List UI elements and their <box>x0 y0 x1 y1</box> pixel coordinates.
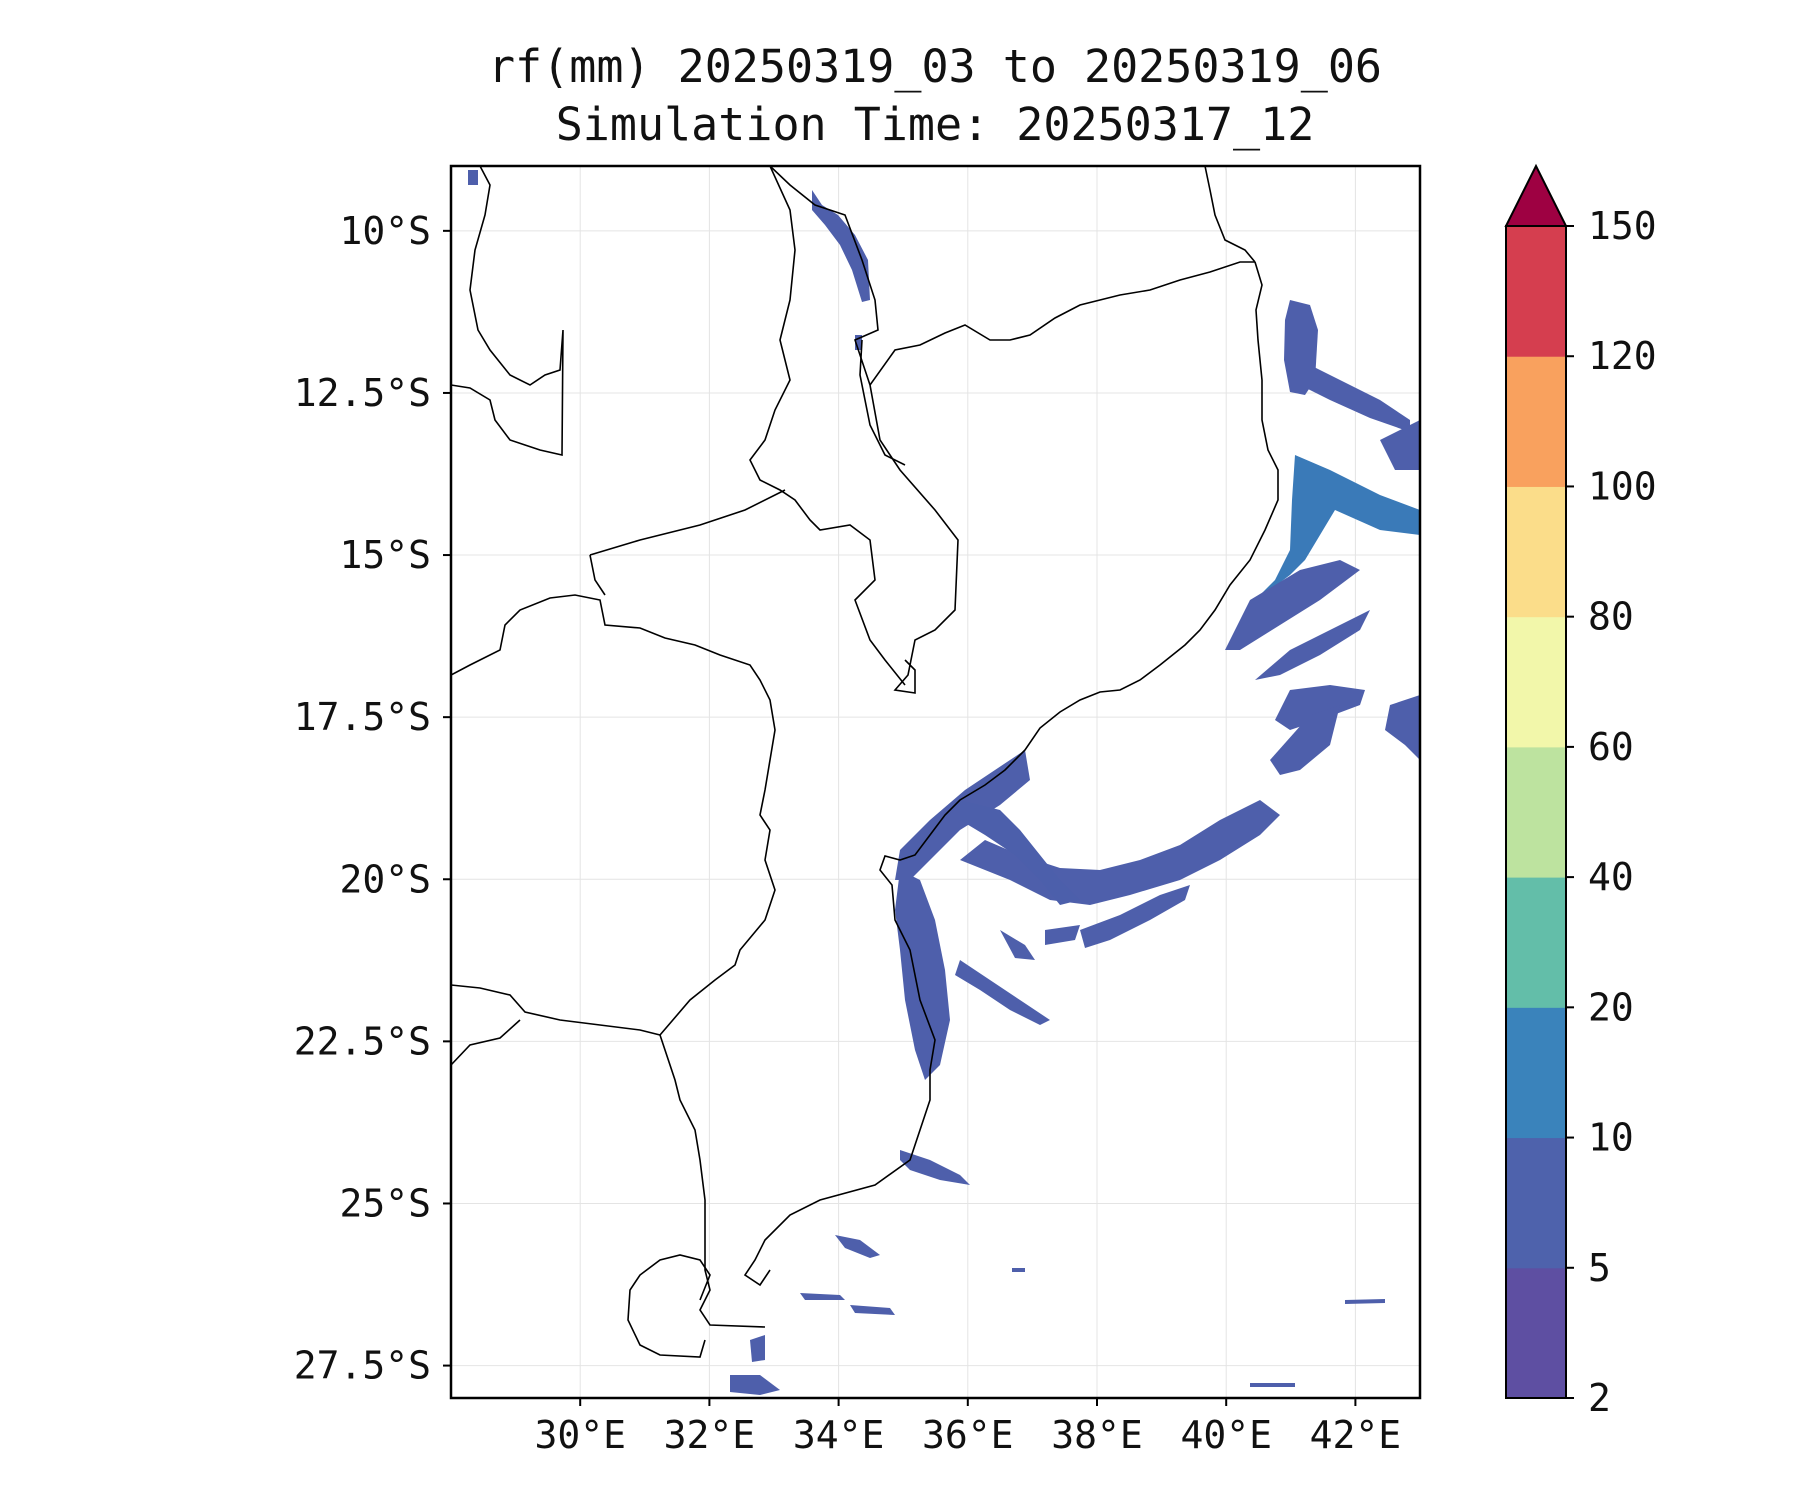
rain-cell-south-edge-2 <box>750 1335 765 1362</box>
rain-band-northeast-2 <box>1380 420 1420 470</box>
border-drc-zambia <box>451 166 564 457</box>
lat-tick-label: 27.5°S <box>294 1344 431 1388</box>
border-zimbabwe-south-africa <box>451 984 661 1036</box>
colorbar-segment <box>1506 746 1566 878</box>
lat-tick-label: 22.5°S <box>294 1019 431 1063</box>
map-boundaries <box>451 166 1279 1358</box>
lat-tick-label: 12.5°S <box>294 371 431 415</box>
rain-band-south-offshore <box>955 960 1050 1025</box>
rain-band-channel-2 <box>1255 610 1370 680</box>
rain-cell-offshore-3 <box>850 1305 895 1315</box>
rain-cell-far-south-east-1 <box>1345 1299 1385 1304</box>
lat-tick-label: 15°S <box>339 533 431 577</box>
rain-cell-offshore-4 <box>1012 1268 1025 1272</box>
rain-band-cabo-delgado <box>1245 455 1420 610</box>
lat-tick-label: 25°S <box>339 1181 431 1225</box>
lon-tick-label: 36°E <box>922 1413 1014 1457</box>
border-zimbabwe-mozambique-south <box>659 1034 766 1328</box>
lon-tick-label: 32°E <box>664 1413 756 1457</box>
rain-band-central-east-2 <box>1080 885 1190 948</box>
colorbar-label: 2 <box>1588 1376 1611 1420</box>
colorbar-label: 20 <box>1588 985 1634 1029</box>
map-frame <box>449 164 1422 1400</box>
border-zambia-zimbabwe <box>451 594 776 1036</box>
border-tanzania-mozambique-north <box>1204 166 1256 263</box>
chart-subtitle: Simulation Time: 20250317_12 <box>555 98 1315 151</box>
rainfall-field <box>468 170 1420 1395</box>
rain-cell-central-3 <box>1045 925 1080 945</box>
colorbar-label: 60 <box>1588 725 1634 769</box>
colorbar-frame <box>1505 225 1567 1399</box>
colorbar: 2 5 10 20 40 60 80 100 120 150 <box>1504 163 1657 1420</box>
rain-cell-offshore-1 <box>835 1235 880 1258</box>
lon-tick-label: 38°E <box>1051 1413 1143 1457</box>
colorbar-label: 150 <box>1588 204 1657 248</box>
rain-band-lake-malawi-north <box>812 190 870 302</box>
rain-band-beira-offshore <box>960 800 1080 905</box>
rain-band-channel-3 <box>1275 685 1365 730</box>
border-botswana <box>451 1019 521 1066</box>
colorbar-segment <box>1506 486 1566 618</box>
lon-tick-label: 42°E <box>1310 1413 1402 1457</box>
lon-tick-label: 30°E <box>534 1413 626 1457</box>
rain-cell-south-edge <box>730 1375 780 1395</box>
lat-tick-label: 20°S <box>339 857 431 901</box>
rain-band-northeast-1 <box>1300 360 1410 432</box>
colorbar-label: 10 <box>1588 1116 1634 1160</box>
rain-cell-malawi-top <box>468 170 478 185</box>
border-mozambique-zambia <box>589 489 786 556</box>
border-malawi-west <box>869 261 1255 386</box>
colorbar-label: 100 <box>1588 464 1657 508</box>
map-gridlines <box>451 166 1420 1398</box>
coastline-mozambique <box>743 261 1279 1287</box>
border-malawi-lake-shore <box>859 339 906 466</box>
lat-tick-label: 10°S <box>339 209 431 253</box>
colorbar-segment <box>1506 226 1566 357</box>
colorbar-segment <box>1506 356 1566 487</box>
colorbar-segment <box>1506 877 1566 1008</box>
rain-cell-central-4 <box>1000 930 1035 960</box>
rain-cell-east-edge <box>1385 695 1420 760</box>
rain-band-south-coast <box>895 870 950 1080</box>
chart-title: rf(mm) 20250319_03 to 20250319_06 <box>487 40 1383 93</box>
rain-band-channel-4 <box>1270 705 1340 775</box>
colorbar-label: 5 <box>1588 1246 1611 1290</box>
lon-axis: 30°E 32°E 34°E 36°E 38°E 40°E 42°E <box>534 1398 1401 1457</box>
lon-tick-label: 40°E <box>1180 1413 1272 1457</box>
border-malawi-tanzania <box>769 166 959 694</box>
colorbar-segment <box>1506 616 1566 748</box>
rain-cell-offshore-2 <box>800 1293 845 1300</box>
colorbar-extend-arrow <box>1504 163 1568 227</box>
lat-axis: 10°S 12.5°S 15°S 17.5°S 20°S 22.5°S 25°S 27.5°S <box>294 209 451 1388</box>
rain-cell-far-south-east-2 <box>1250 1383 1295 1387</box>
colorbar-label: 80 <box>1588 595 1634 639</box>
colorbar-label: 40 <box>1588 855 1634 899</box>
rain-band-central-east <box>960 800 1280 905</box>
border-eswatini <box>627 1254 711 1358</box>
border-zambia-south <box>589 554 606 596</box>
colorbar-label: 120 <box>1588 334 1657 378</box>
border-zambia-malawi <box>749 166 906 686</box>
colorbar-segment <box>1506 1137 1566 1269</box>
lat-tick-label: 17.5°S <box>294 695 431 739</box>
rain-cell-maputo-bay <box>900 1150 970 1185</box>
colorbar-segment <box>1506 1007 1566 1139</box>
lon-tick-label: 34°E <box>793 1413 885 1457</box>
colorbar-segment <box>1506 1267 1566 1399</box>
rain-band-channel-1 <box>1225 560 1360 650</box>
